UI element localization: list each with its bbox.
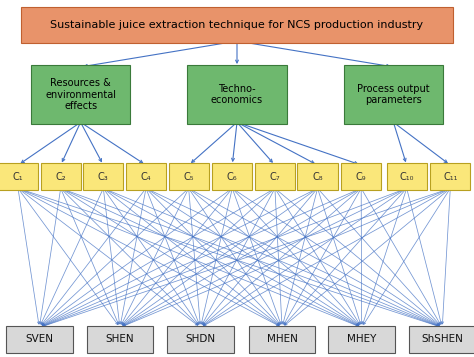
Text: Resources &
environmental
effects: Resources & environmental effects xyxy=(45,78,116,111)
Text: C₁: C₁ xyxy=(13,172,23,182)
FancyBboxPatch shape xyxy=(249,326,315,353)
Text: SVEN: SVEN xyxy=(25,334,54,344)
FancyBboxPatch shape xyxy=(187,65,287,124)
Text: ShSHEN: ShSHEN xyxy=(421,334,463,344)
FancyBboxPatch shape xyxy=(409,326,474,353)
Text: MHEN: MHEN xyxy=(266,334,298,344)
Text: Process output
parameters: Process output parameters xyxy=(357,84,430,105)
FancyBboxPatch shape xyxy=(328,326,395,353)
Text: SHDN: SHDN xyxy=(185,334,216,344)
FancyBboxPatch shape xyxy=(430,164,470,190)
FancyBboxPatch shape xyxy=(126,164,166,190)
FancyBboxPatch shape xyxy=(167,326,234,353)
Text: C₇: C₇ xyxy=(270,172,280,182)
Text: C₃: C₃ xyxy=(98,172,109,182)
FancyBboxPatch shape xyxy=(6,326,73,353)
FancyBboxPatch shape xyxy=(0,164,38,190)
Text: C₉: C₉ xyxy=(356,172,366,182)
Text: C₁₀: C₁₀ xyxy=(400,172,414,182)
FancyBboxPatch shape xyxy=(21,7,453,43)
FancyBboxPatch shape xyxy=(387,164,427,190)
FancyBboxPatch shape xyxy=(83,164,123,190)
FancyBboxPatch shape xyxy=(255,164,295,190)
FancyBboxPatch shape xyxy=(341,164,381,190)
Text: Sustainable juice extraction technique for NCS production industry: Sustainable juice extraction technique f… xyxy=(50,20,424,30)
FancyBboxPatch shape xyxy=(212,164,252,190)
Text: C₅: C₅ xyxy=(183,172,194,182)
Text: Techno-
economics: Techno- economics xyxy=(211,84,263,105)
Text: MHEY: MHEY xyxy=(347,334,376,344)
FancyBboxPatch shape xyxy=(31,65,130,124)
FancyBboxPatch shape xyxy=(298,164,337,190)
Text: C₂: C₂ xyxy=(55,172,66,182)
FancyBboxPatch shape xyxy=(344,65,443,124)
Text: C₁₁: C₁₁ xyxy=(443,172,457,182)
FancyBboxPatch shape xyxy=(40,164,81,190)
Text: SHEN: SHEN xyxy=(106,334,134,344)
FancyBboxPatch shape xyxy=(87,326,153,353)
Text: C₈: C₈ xyxy=(312,172,323,182)
Text: C₄: C₄ xyxy=(141,172,151,182)
FancyBboxPatch shape xyxy=(169,164,209,190)
Text: C₆: C₆ xyxy=(227,172,237,182)
